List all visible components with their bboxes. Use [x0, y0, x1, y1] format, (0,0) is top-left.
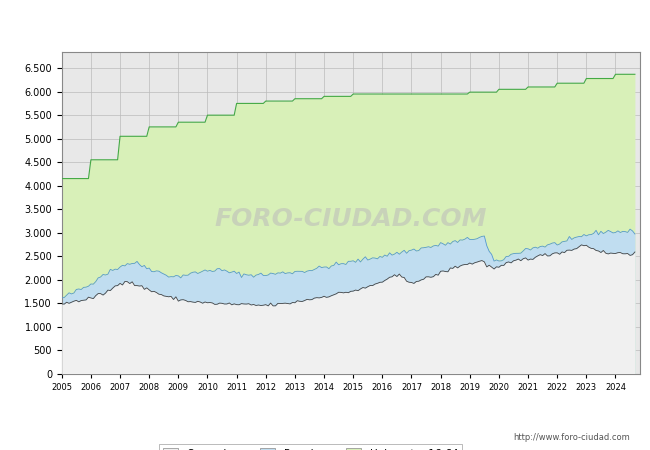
Legend: Ocupados, Parados, Hab. entre 16-64: Ocupados, Parados, Hab. entre 16-64 [159, 444, 462, 450]
Text: Sevilla la Nueva – Evolucion de la poblacion en edad de Trabajar Septiembre de 2: Sevilla la Nueva – Evolucion de la pobla… [57, 17, 593, 29]
Text: FORO-CIUDAD.COM: FORO-CIUDAD.COM [214, 207, 488, 231]
Text: http://www.foro-ciudad.com: http://www.foro-ciudad.com [514, 433, 630, 442]
